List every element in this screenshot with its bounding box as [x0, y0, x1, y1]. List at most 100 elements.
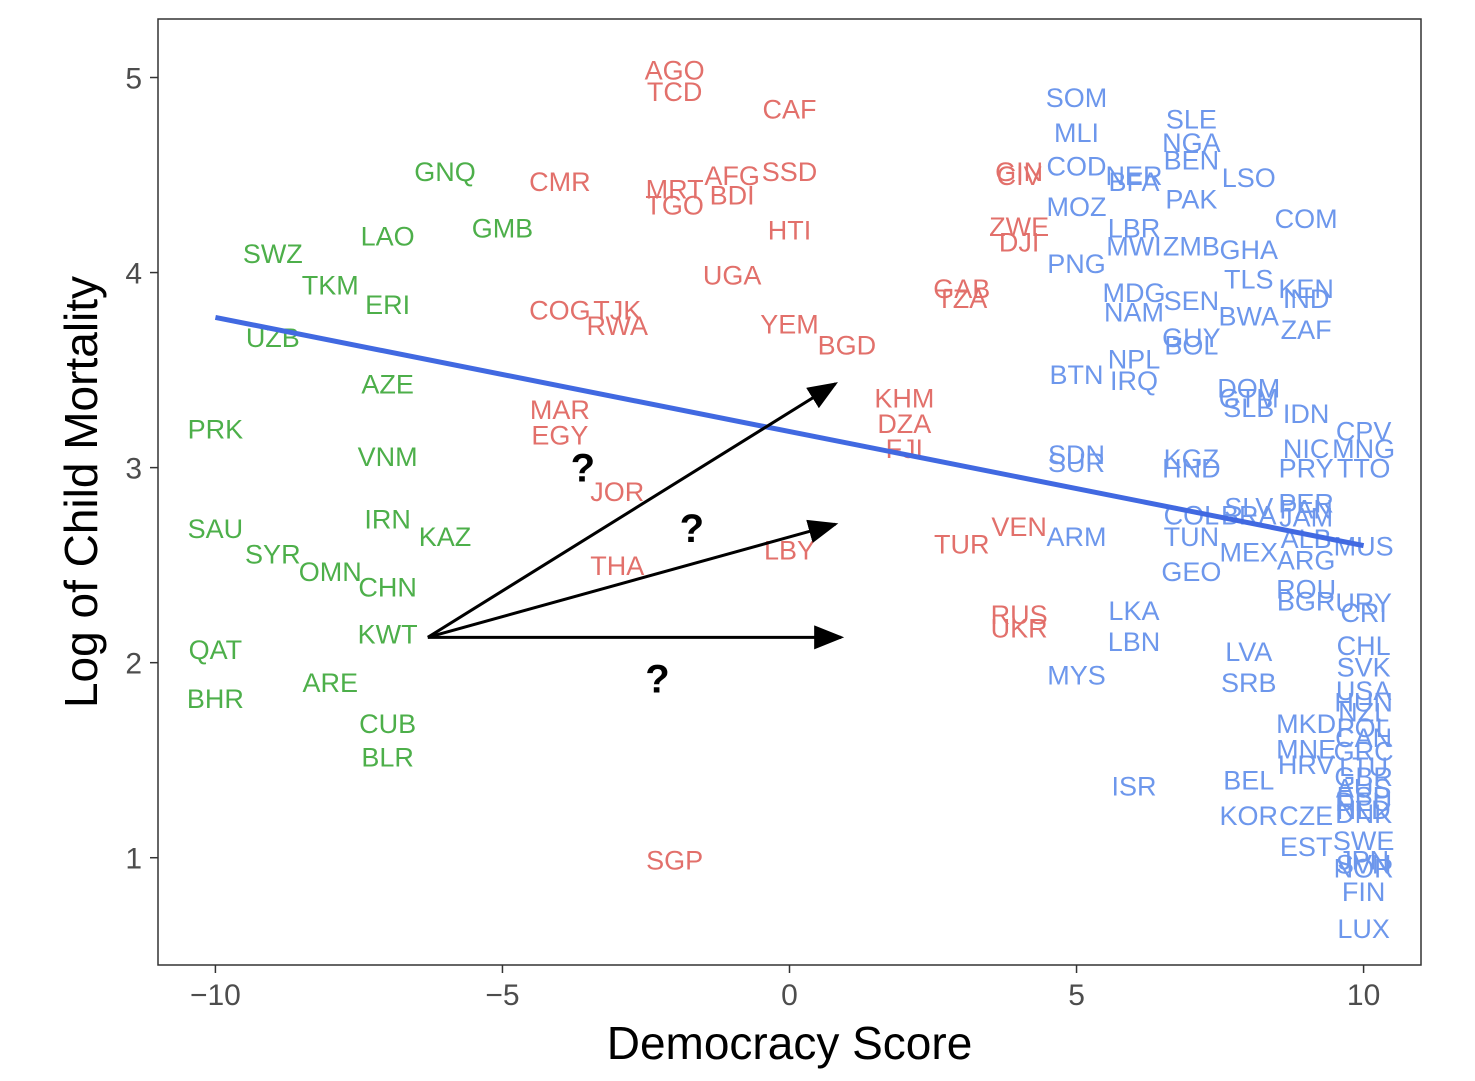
point-label-dom: DOM — [1217, 374, 1280, 404]
point-label-are: ARE — [302, 668, 358, 698]
point-label-gnq: GNQ — [414, 157, 476, 187]
point-label-lva: LVA — [1225, 637, 1272, 667]
point-label-tkm: TKM — [302, 270, 359, 300]
arrow — [427, 519, 839, 639]
point-label-mli: MLI — [1054, 118, 1099, 148]
x-tick-label: 5 — [1068, 979, 1085, 1012]
point-label-npl: NPL — [1108, 344, 1161, 374]
point-label-tto: TTO — [1337, 454, 1391, 484]
arrow — [427, 382, 838, 639]
question-mark: ? — [645, 657, 669, 701]
point-label-rus: RUS — [991, 600, 1048, 630]
point-label-rwa: RWA — [587, 311, 649, 341]
point-label-eri: ERI — [365, 290, 410, 320]
y-tick-label: 1 — [125, 843, 142, 876]
point-label-cmr: CMR — [529, 167, 591, 197]
point-label-esp: ESP — [1337, 781, 1391, 811]
point-label-som: SOM — [1046, 83, 1108, 113]
point-label-nld: NLD — [1337, 795, 1391, 825]
point-label-nzl: NZL — [1338, 697, 1389, 727]
point-label-srb: SRB — [1221, 668, 1277, 698]
point-label-sau: SAU — [188, 514, 244, 544]
point-label-fin: FIN — [1342, 877, 1386, 907]
point-label-nga: NGA — [1162, 128, 1221, 158]
point-label-kwt: KWT — [358, 619, 418, 649]
y-tick-label: 4 — [125, 258, 142, 291]
point-label-gtm: GTM — [1219, 383, 1279, 413]
point-label-bdi: BDI — [710, 181, 755, 211]
point-label-bhr: BHR — [187, 684, 244, 714]
point-label-bgd: BGD — [818, 331, 877, 361]
y-tick-label: 2 — [125, 648, 142, 681]
point-label-moz: MOZ — [1047, 192, 1107, 222]
trend-line-group — [214, 314, 1365, 549]
point-label-zwe: ZWE — [989, 212, 1049, 242]
point-label-can: CAN — [1335, 723, 1392, 753]
point-label-syr: SYR — [245, 539, 301, 569]
point-label-com: COM — [1275, 204, 1338, 234]
point-label-vnm: VNM — [358, 442, 418, 472]
point-label-slb: SLB — [1223, 393, 1274, 423]
point-label-blr: BLR — [361, 742, 414, 772]
point-label-fji: FJI — [886, 434, 924, 464]
point-label-mdg: MDG — [1102, 278, 1165, 308]
point-label-tgo: TGO — [645, 190, 704, 220]
point-label-omn: OMN — [299, 557, 362, 587]
point-label-mne: MNE — [1276, 734, 1336, 764]
point-label-afg: AFG — [704, 161, 760, 191]
point-label-jor: JOR — [590, 477, 644, 507]
point-label-sle: SLE — [1166, 104, 1217, 134]
point-label-irn: IRN — [364, 504, 411, 534]
x-tick-label: 10 — [1347, 979, 1380, 1012]
point-label-ago: AGO — [645, 56, 705, 86]
point-label-guy: GUY — [1162, 323, 1221, 353]
country-labels: GNQGMBLAOSWZTKMERIUZBAZEPRKVNMIRNKAZSAUS… — [187, 56, 1395, 944]
point-label-svn: SVN — [1336, 850, 1392, 880]
point-label-usa: USA — [1336, 676, 1392, 706]
point-label-bfa: BFA — [1108, 167, 1159, 197]
point-label-jam: JAM — [1279, 502, 1333, 532]
point-label-zaf: ZAF — [1281, 315, 1332, 345]
point-label-gmb: GMB — [472, 214, 534, 244]
point-label-ken: KEN — [1278, 274, 1334, 304]
y-axis-ticks: 1 2 3 4 5 — [125, 63, 158, 876]
point-label-sgp: SGP — [646, 846, 703, 876]
point-label-lka: LKA — [1108, 596, 1159, 626]
point-label-ben: BEN — [1164, 145, 1220, 175]
point-label-per: PER — [1278, 489, 1334, 519]
point-label-gha: GHA — [1220, 235, 1279, 265]
point-label-mng: MNG — [1332, 434, 1395, 464]
point-label-bol: BOL — [1164, 331, 1218, 361]
point-label-ltu: LTU — [1339, 752, 1388, 782]
point-label-aze: AZE — [361, 370, 414, 400]
point-label-ssd: SSD — [762, 157, 818, 187]
y-tick-label: 5 — [125, 63, 142, 96]
point-label-sen: SEN — [1164, 286, 1220, 316]
point-label-arg: ARG — [1277, 545, 1336, 575]
point-label-swz: SWZ — [243, 239, 303, 269]
point-label-mkd: MKD — [1276, 709, 1336, 739]
point-label-png: PNG — [1047, 249, 1106, 279]
y-axis-title: Log of Child Mortality — [55, 276, 107, 708]
point-label-ner: NER — [1105, 161, 1162, 191]
point-label-isr: ISR — [1111, 772, 1156, 802]
point-label-cog: COG — [529, 296, 591, 326]
point-label-civ: CIV — [997, 161, 1042, 191]
x-axis-title: Democracy Score — [607, 1017, 973, 1069]
point-label-mwi: MWI — [1106, 231, 1161, 261]
point-label-khm: KHM — [874, 383, 934, 413]
point-label-jpn: JPN — [1338, 846, 1389, 876]
point-label-zmb: ZMB — [1163, 231, 1220, 261]
point-label-gab: GAB — [933, 274, 990, 304]
point-label-hnd: HND — [1162, 454, 1221, 484]
point-label-dza: DZA — [877, 409, 931, 439]
point-label-tcd: TCD — [647, 77, 703, 107]
point-label-ind: IND — [1283, 284, 1330, 314]
point-label-prk: PRK — [188, 415, 244, 445]
point-label-lby: LBY — [764, 536, 815, 566]
point-label-lux: LUX — [1337, 914, 1390, 944]
point-label-btn: BTN — [1050, 360, 1104, 390]
question-marks: ??? — [571, 447, 705, 702]
point-label-cub: CUB — [359, 709, 416, 739]
point-label-pan: PAN — [1279, 495, 1333, 525]
